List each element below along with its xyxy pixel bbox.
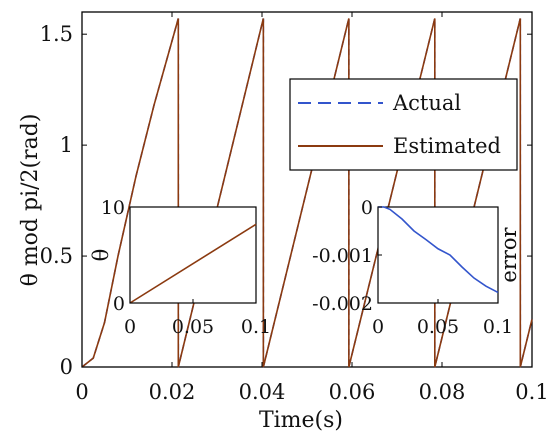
inset-theta-x-tick-label: 0 — [124, 316, 136, 338]
inset-error: 0 0.05 0.1 0 -0.001 -0.002 error — [312, 197, 521, 338]
inset-theta-y-tick-label: 0 — [113, 293, 125, 315]
inset-error-ticks: 0 0.05 0.1 0 -0.001 -0.002 — [312, 197, 513, 338]
inset-error-series-layer — [378, 206, 499, 294]
inset-error-y-tick-label: -0.002 — [312, 293, 373, 315]
inset-error-x-tick-label: 0 — [372, 316, 384, 338]
main-plot: 0 0.02 0.04 0.06 0.08 0.1 0 0.5 1 1.5 Time(s) θ … — [18, 11, 549, 433]
x-tick-label: 0.1 — [515, 380, 548, 404]
legend: Actual Estimated — [289, 78, 518, 171]
inset-error-y-tick-label: 0 — [361, 197, 373, 219]
y-tick-label: 0.5 — [40, 244, 73, 268]
x-axis-label: Time(s) — [259, 408, 343, 433]
series-line-actual — [81, 18, 533, 368]
inset-theta-frame — [129, 206, 257, 304]
x-tick-label: 0.02 — [149, 380, 196, 404]
y-tick-label: 0 — [60, 355, 73, 379]
inset-error-y-tick-label: -0.001 — [312, 245, 373, 267]
x-tick-label: 0.04 — [239, 380, 286, 404]
inset-theta-y-label: θ — [89, 249, 113, 262]
legend-label-estimated: Estimated — [393, 134, 501, 158]
inset-theta: 0 0.05 0.1 0 10 θ — [89, 197, 271, 338]
inset-theta-x-tick-label: 0.05 — [172, 316, 214, 338]
x-tick-label: 0.08 — [419, 380, 466, 404]
main-plot-frame — [81, 11, 533, 368]
main-x-ticks: 0 0.02 0.04 0.06 0.08 0.1 — [75, 12, 549, 404]
main-y-ticks: 0 0.5 1 1.5 — [40, 22, 532, 379]
inset-error-x-tick-label: 0.1 — [483, 316, 513, 338]
inset-theta-ticks: 0 0.05 0.1 0 10 — [101, 197, 271, 338]
inset-error-y-label: error — [497, 226, 521, 282]
inset-error-series-line — [378, 206, 499, 294]
main-series-layer — [81, 18, 533, 368]
inset-theta-x-tick-label: 0.1 — [241, 316, 271, 338]
y-tick-label: 1.5 — [40, 22, 73, 46]
x-tick-label: 0 — [75, 380, 88, 404]
x-tick-label: 0.06 — [329, 380, 376, 404]
inset-error-frame — [377, 206, 499, 304]
y-axis-label: θ mod pi/2(rad) — [18, 114, 43, 287]
inset-error-x-tick-label: 0.05 — [417, 316, 459, 338]
series-line-estimated — [81, 18, 533, 368]
inset-theta-series-layer — [129, 223, 257, 304]
legend-label-actual: Actual — [392, 91, 461, 115]
inset-theta-y-tick-label: 10 — [101, 197, 125, 219]
legend-box — [289, 78, 518, 171]
y-tick-label: 1 — [60, 133, 73, 157]
inset-theta-series-line — [129, 223, 257, 304]
